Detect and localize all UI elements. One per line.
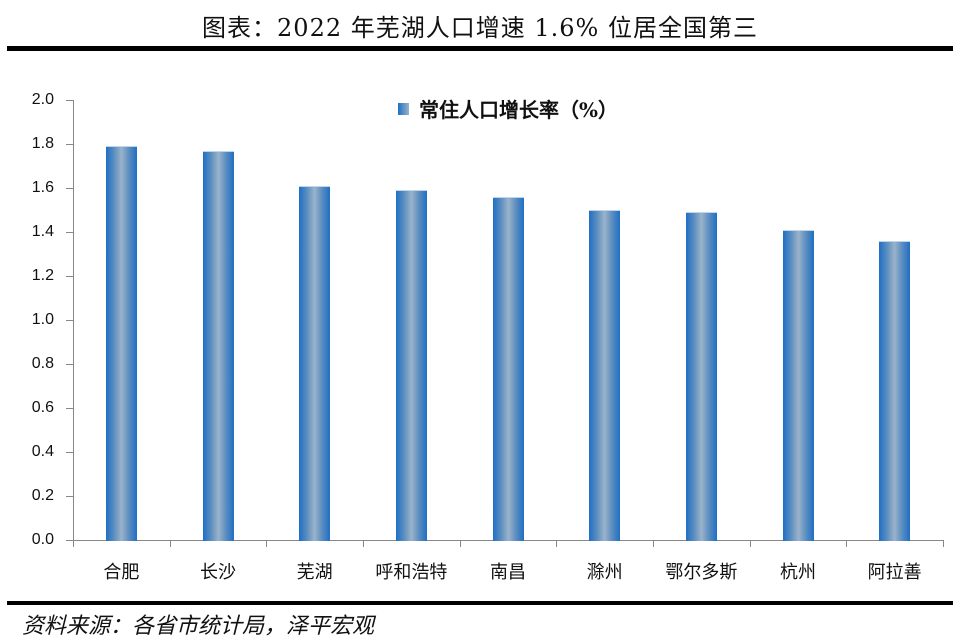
y-tick: [66, 144, 73, 145]
bar-6: [685, 212, 717, 541]
bar-7: [782, 229, 814, 541]
y-tick-label: 2.0: [31, 91, 54, 108]
x-tick-label: 鄂尔多斯: [665, 562, 738, 583]
bar-1: [202, 150, 234, 541]
x-tick-label: 阿拉善: [867, 562, 922, 583]
y-tick-label: 1.6: [31, 179, 54, 196]
x-tick: [363, 540, 364, 547]
bar-0: [105, 146, 137, 541]
y-tick: [66, 100, 73, 101]
bar-8: [879, 240, 911, 541]
legend: 常住人口增长率（%）: [398, 94, 618, 123]
x-tick: [459, 540, 461, 547]
y-tick-label: 1.8: [31, 135, 54, 152]
y-tick: [66, 276, 73, 277]
y-tick: [66, 540, 73, 541]
y-tick-label: 0.2: [31, 487, 54, 504]
x-tick: [556, 540, 558, 547]
y-tick: [66, 320, 73, 321]
x-tick: [943, 540, 944, 547]
chart-title: 图表：2022 年芜湖人口增速 1.6% 位居全国第三: [202, 14, 758, 42]
x-tick-label: 芜湖: [296, 562, 333, 583]
x-tick-label: 长沙: [200, 562, 236, 583]
x-tick: [846, 540, 848, 547]
x-tick-label: 南昌: [490, 562, 526, 583]
x-tick: [266, 540, 268, 547]
y-axis: [73, 100, 74, 540]
y-tick-label: 1.2: [31, 267, 54, 284]
y-tick: [66, 408, 73, 409]
x-tick: [749, 540, 751, 547]
top-rule: [7, 46, 953, 51]
legend-label: 常住人口增长率（%）: [419, 98, 619, 122]
x-tick-label: 滁州: [586, 562, 623, 583]
x-tick: [653, 540, 654, 547]
bar-4: [492, 196, 524, 541]
y-tick: [66, 452, 73, 453]
y-tick: [66, 232, 73, 233]
y-tick-label: 1.4: [31, 223, 54, 240]
bottom-rule: [7, 601, 953, 605]
source-note: 资料来源：各省市统计局，泽平宏观: [22, 614, 375, 639]
legend-swatch-icon: [398, 102, 409, 115]
y-tick: [66, 496, 73, 497]
bar-chart: 常住人口增长率（%） 0.0 0.2 0.4 0.6 0.8 1.0 1.2 1.4 1.6 1.…: [31, 91, 944, 583]
x-tick-label: 杭州: [780, 562, 816, 583]
y-tick-label: 0.8: [31, 355, 54, 372]
bar-5: [589, 210, 621, 541]
bar-2: [299, 185, 331, 541]
x-tick: [169, 540, 171, 547]
y-tick-label: 0.6: [31, 399, 54, 416]
x-tick-label: 呼和浩特: [375, 562, 448, 583]
y-tick: [66, 364, 73, 365]
y-tick-label: 1.0: [31, 311, 54, 328]
y-tick-label: 0.4: [31, 443, 54, 460]
y-tick-label: 0.0: [31, 531, 54, 548]
x-tick-label: 合肥: [103, 562, 140, 583]
bar-3: [395, 190, 427, 541]
y-tick: [66, 188, 73, 189]
x-tick: [73, 540, 74, 547]
